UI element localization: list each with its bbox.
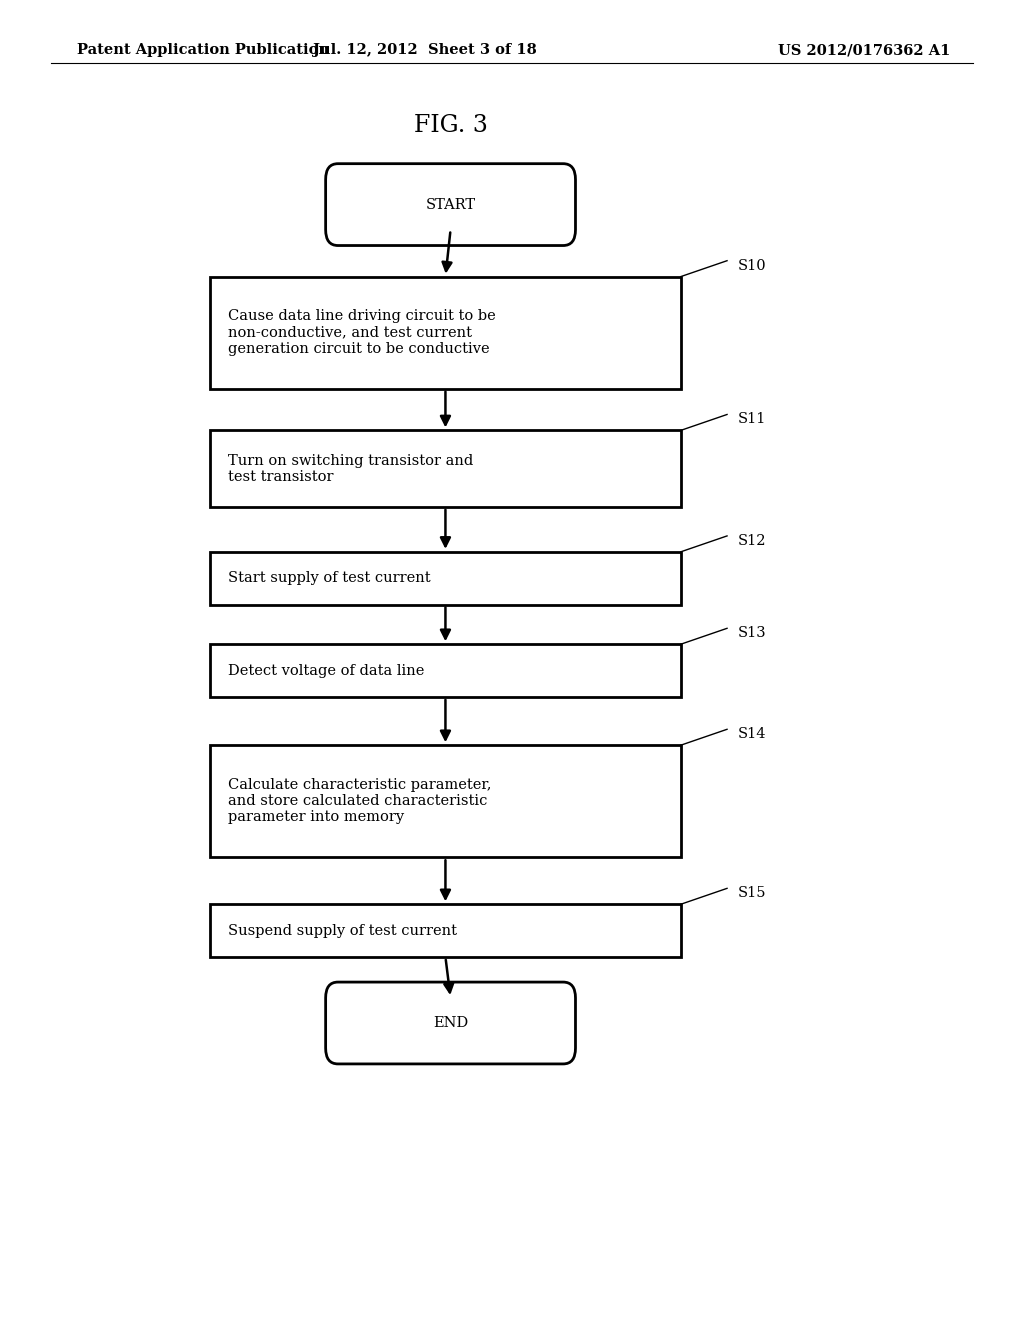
Text: S13: S13 (737, 626, 766, 640)
Text: START: START (426, 198, 475, 211)
FancyBboxPatch shape (210, 552, 681, 605)
Text: FIG. 3: FIG. 3 (414, 114, 487, 137)
Text: Cause data line driving circuit to be
non-conductive, and test current
generatio: Cause data line driving circuit to be no… (228, 309, 496, 356)
Text: Turn on switching transistor and
test transistor: Turn on switching transistor and test tr… (228, 454, 474, 483)
Text: Start supply of test current: Start supply of test current (228, 572, 431, 585)
FancyBboxPatch shape (210, 904, 681, 957)
FancyBboxPatch shape (210, 277, 681, 388)
FancyBboxPatch shape (210, 430, 681, 507)
Text: S14: S14 (737, 727, 766, 741)
Text: Jul. 12, 2012  Sheet 3 of 18: Jul. 12, 2012 Sheet 3 of 18 (313, 44, 537, 57)
Text: S10: S10 (737, 259, 766, 272)
Text: US 2012/0176362 A1: US 2012/0176362 A1 (778, 44, 950, 57)
Text: S15: S15 (737, 886, 766, 900)
Text: Detect voltage of data line: Detect voltage of data line (228, 664, 425, 677)
FancyBboxPatch shape (210, 744, 681, 858)
Text: Suspend supply of test current: Suspend supply of test current (228, 924, 458, 937)
Text: Patent Application Publication: Patent Application Publication (77, 44, 329, 57)
FancyBboxPatch shape (326, 982, 575, 1064)
FancyBboxPatch shape (326, 164, 575, 246)
FancyBboxPatch shape (210, 644, 681, 697)
Text: Calculate characteristic parameter,
and store calculated characteristic
paramete: Calculate characteristic parameter, and … (228, 777, 492, 825)
Text: S12: S12 (737, 533, 766, 548)
Text: END: END (433, 1016, 468, 1030)
Text: S11: S11 (737, 412, 766, 426)
